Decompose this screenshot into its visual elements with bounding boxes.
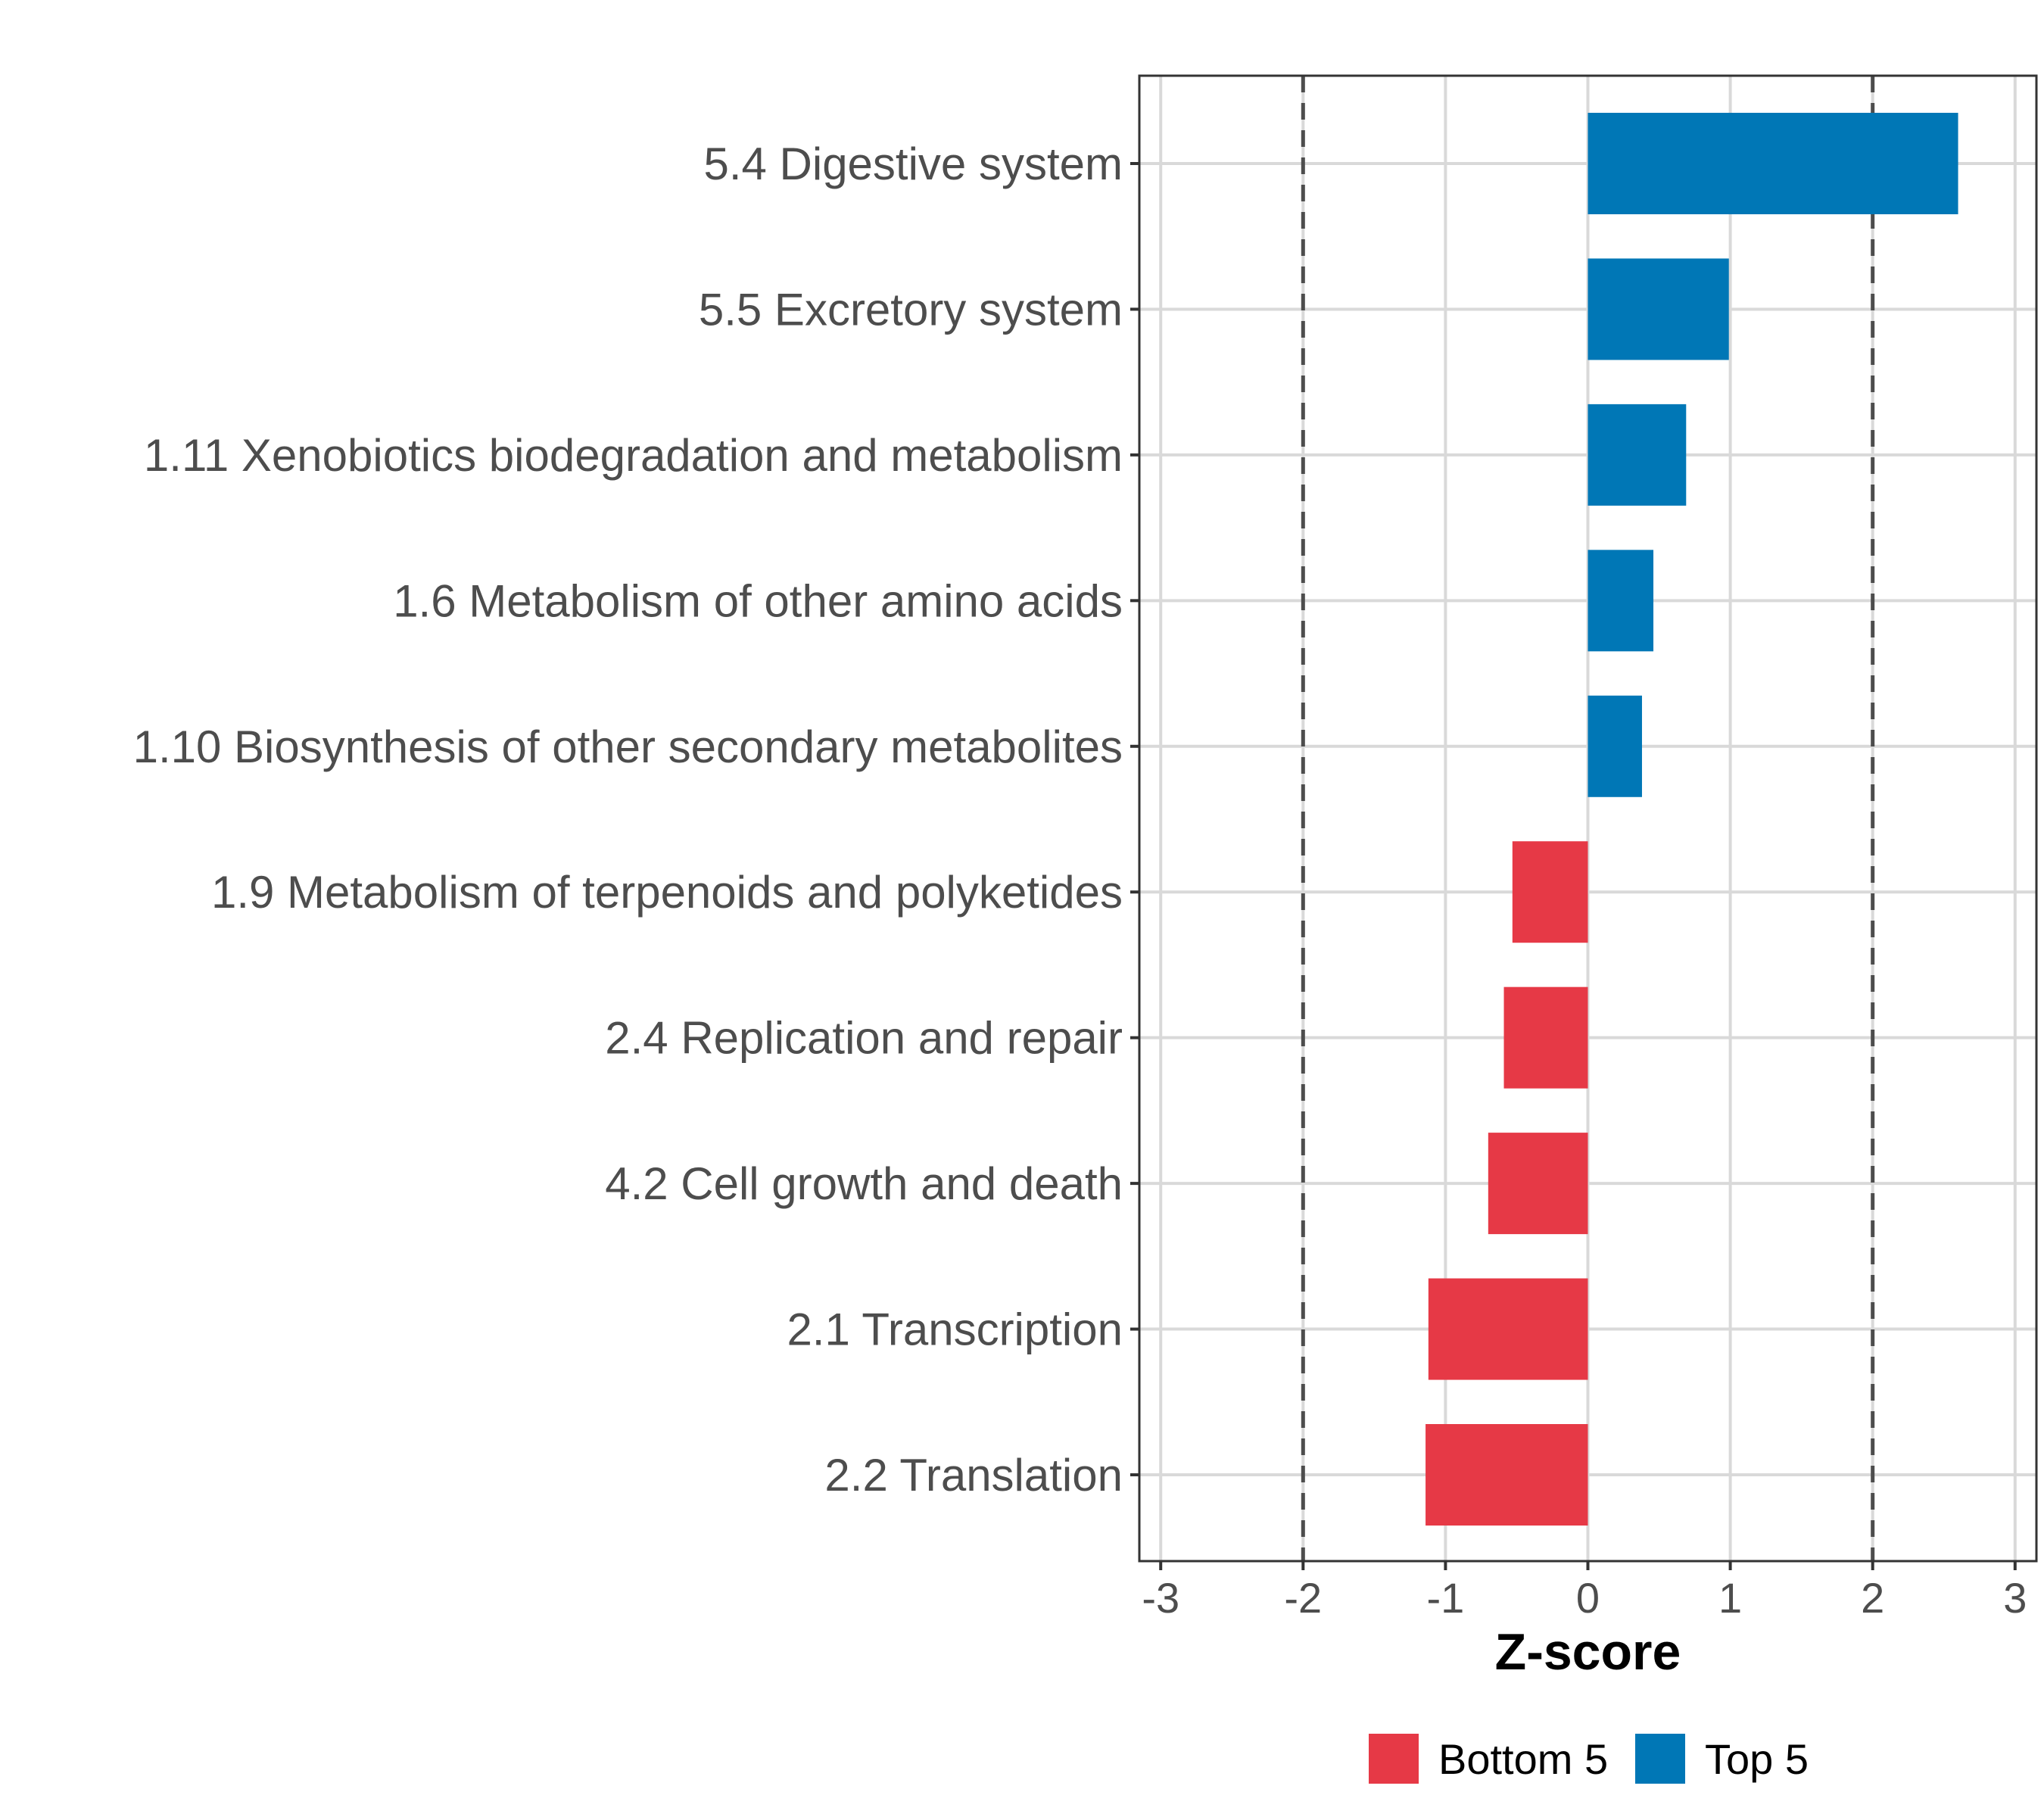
x-axis-title: Z-score — [1495, 1623, 1681, 1681]
x-tick-label: 2 — [1861, 1574, 1884, 1622]
bar-5-5-excretory-system — [1588, 258, 1729, 360]
y-tick-label: 5.5 Excretory system — [699, 284, 1123, 335]
x-tick-label: -2 — [1284, 1574, 1322, 1622]
reference-lines — [1301, 76, 1875, 1561]
x-tick-label: 3 — [2003, 1574, 2027, 1622]
bar-5-4-digestive-system — [1588, 113, 1958, 214]
x-tick-label: -1 — [1427, 1574, 1465, 1622]
y-tick-label: 2.2 Translation — [824, 1450, 1123, 1501]
x-axis: -3 -2 -1 0 1 2 3 — [1142, 1561, 2027, 1622]
y-tick-label: 4.2 Cell growth and death — [605, 1158, 1123, 1209]
y-tick-label: 2.4 Replication and repair — [605, 1013, 1123, 1064]
legend-swatch-top-5 — [1635, 1734, 1685, 1784]
y-tick-label: 1.9 Metabolism of terpenoids and polyket… — [211, 867, 1123, 918]
bar-1-11-xenobiotics-biodegradation-and-metabolism — [1588, 404, 1687, 506]
bar-1-10-biosynthesis-of-other-secondary-metabolites — [1588, 695, 1642, 797]
y-axis: 5.4 Digestive system 5.5 Excretory system… — [133, 139, 1139, 1501]
legend: Bottom 5 Top 5 — [1369, 1734, 1809, 1784]
y-tick-label: 1.11 Xenobiotics biodegradation and meta… — [144, 430, 1123, 481]
y-tick-label: 2.1 Transcription — [787, 1304, 1123, 1355]
legend-label-bottom-5: Bottom 5 — [1438, 1735, 1608, 1783]
y-tick-label: 5.4 Digestive system — [703, 139, 1123, 189]
x-tick-label: -3 — [1142, 1574, 1179, 1622]
bar-2-2-translation — [1426, 1424, 1588, 1526]
bar-2-1-transcription — [1428, 1278, 1588, 1380]
bar-1-6-metabolism-of-other-amino-acids — [1588, 550, 1654, 652]
bar-1-9-metabolism-of-terpenoids-and-polyketides — [1512, 841, 1588, 943]
x-tick-label: 1 — [1718, 1574, 1742, 1622]
legend-label-top-5: Top 5 — [1705, 1735, 1809, 1783]
y-tick-label: 1.10 Biosynthesis of other secondary met… — [133, 722, 1123, 772]
bars — [1426, 113, 1958, 1526]
bar-4-2-cell-growth-and-death — [1488, 1133, 1588, 1235]
y-tick-label: 1.6 Metabolism of other amino acids — [393, 575, 1123, 626]
bar-2-4-replication-and-repair — [1503, 986, 1588, 1089]
legend-swatch-bottom-5 — [1369, 1734, 1419, 1784]
x-tick-label: 0 — [1576, 1574, 1600, 1622]
